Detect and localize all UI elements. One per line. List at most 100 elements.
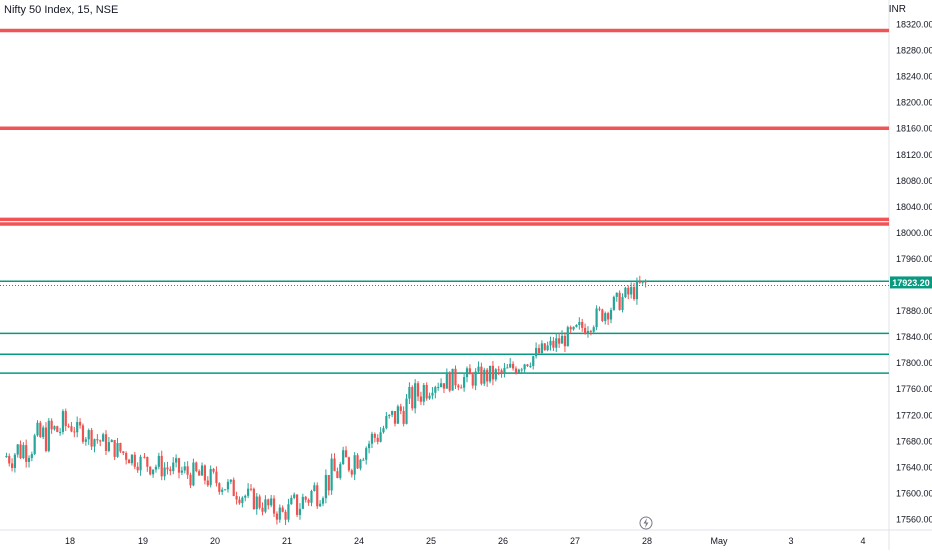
candle-body [356, 455, 359, 469]
price-tick-label: 18080.00 [896, 176, 932, 186]
price-tick-label: 17760.00 [896, 384, 932, 394]
candle-body [347, 457, 351, 471]
candle-body [483, 369, 486, 384]
price-tick-label: 18040.00 [896, 202, 932, 212]
lightning-bolt-icon[interactable] [639, 516, 653, 530]
time-tick-label: 20 [210, 536, 220, 546]
candle-body [50, 420, 53, 430]
price-tick-label: 18240.00 [896, 72, 932, 82]
candle-body [598, 308, 601, 310]
candle-body [223, 489, 227, 491]
candle-body [385, 416, 388, 429]
price-tick-label: 17880.00 [896, 306, 932, 316]
candle-body [405, 398, 408, 424]
candle-body [272, 498, 276, 514]
candle-body [39, 422, 42, 438]
candle-body [119, 443, 122, 452]
price-tick-label: 17640.00 [896, 462, 932, 472]
candle-body [163, 467, 166, 477]
candle-body [414, 383, 417, 409]
candle-body [520, 369, 523, 371]
candle-body [434, 387, 437, 393]
candle-body [244, 495, 247, 498]
candle-body [635, 281, 639, 300]
candle-body [215, 471, 218, 484]
time-axis[interactable]: 18 19 20 21 24 25 26 27 28 May 3 4 [65, 536, 866, 546]
currency-label: INR [888, 4, 906, 15]
candle-body [586, 330, 590, 334]
candle-body [365, 448, 368, 460]
candle-body [166, 467, 169, 470]
candle-body [113, 440, 116, 457]
time-tick-label: 28 [642, 536, 652, 546]
candle-body [342, 450, 345, 465]
candle-body [160, 455, 163, 477]
candle-body [638, 281, 641, 283]
last-price-badge [890, 276, 932, 289]
candle-body [209, 468, 212, 486]
candle-body [27, 457, 31, 462]
price-axis[interactable]: 17560.00 17600.00 17640.00 17680.00 17720.00… [890, 20, 932, 525]
candle-body [229, 479, 232, 482]
candle-body [264, 499, 267, 512]
horizontal-levels[interactable] [0, 28, 889, 374]
candle-body [78, 421, 82, 426]
candle-body [252, 488, 255, 510]
candle-body [149, 466, 152, 475]
candle-body [624, 287, 627, 298]
last-price-value: 17923.20 [892, 278, 930, 288]
candle-body [321, 498, 325, 504]
time-tick-label: 27 [570, 536, 580, 546]
candle-body [546, 345, 549, 351]
candle-body [84, 439, 87, 442]
candle-body [33, 435, 36, 455]
candle-body [353, 455, 356, 475]
candle-body [270, 498, 273, 506]
candle-body [16, 444, 19, 455]
candle-body [186, 466, 189, 475]
symbol-title[interactable]: Nifty 50 Index, 15, NSE [4, 4, 119, 16]
candle-body [486, 369, 489, 382]
candle-body [474, 371, 477, 386]
candle-body [632, 287, 636, 300]
candle-body [535, 348, 538, 357]
candle-body [316, 485, 319, 507]
candle-body [25, 445, 28, 462]
time-tick-label: 24 [354, 536, 364, 546]
candle-body [391, 411, 394, 415]
candle-body [255, 496, 258, 510]
candle-body [5, 456, 8, 458]
candle-body [127, 459, 131, 464]
price-tick-label: 17720.00 [896, 410, 932, 420]
candle-body [523, 364, 526, 370]
candle-body [90, 430, 93, 447]
candle-body [73, 431, 76, 433]
time-tick-label: 3 [788, 536, 793, 546]
candle-body [143, 456, 146, 458]
candle-body [10, 463, 14, 468]
candle-body [301, 496, 304, 509]
candle-body [130, 454, 134, 464]
candle-body [295, 494, 299, 515]
candle-body [154, 466, 158, 470]
candle-body [491, 365, 495, 380]
candle-body [218, 483, 221, 492]
candle-body [526, 364, 529, 366]
candle-body [549, 340, 552, 346]
candle-body [307, 499, 310, 503]
candle-body [543, 343, 546, 351]
candle-body [104, 434, 108, 451]
candles [5, 275, 647, 526]
price-tick-label: 17800.00 [896, 358, 932, 368]
candle-body [107, 442, 110, 451]
candle-body [64, 411, 67, 427]
candle-body [93, 439, 96, 447]
candle-body [463, 377, 466, 388]
candle-body [408, 386, 411, 399]
candle-body [96, 439, 99, 441]
candle-body [13, 454, 16, 468]
candle-body [428, 395, 431, 399]
candle-body [468, 368, 471, 375]
